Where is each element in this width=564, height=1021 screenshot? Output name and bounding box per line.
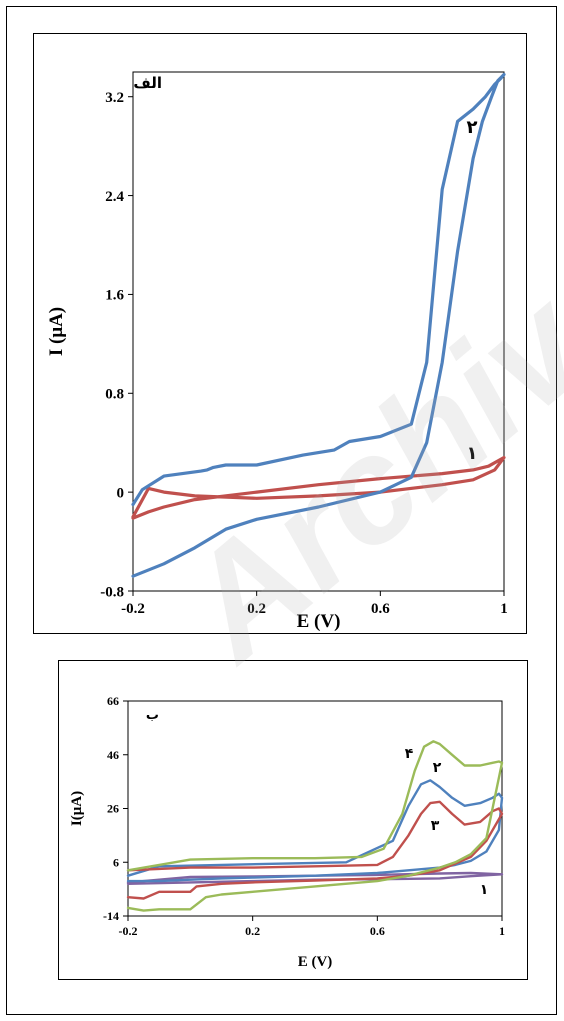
y-tick-label: -0.8 [100,584,124,600]
y-tick-label: 3.2 [105,90,124,106]
y-tick-label: 0 [117,485,125,501]
x-tick-label: 0.6 [371,601,390,617]
x-tick-label: -0.2 [121,601,145,617]
y-tick-label: 2.4 [105,189,124,205]
x-tick-label: 0.2 [247,601,266,617]
curve-label-4: ۴ [405,746,414,762]
plot-area [132,71,505,592]
chart-a: -0.8 0 0.8 1.6 2.4 3.2 -0.2 0.2 0.6 1 E (V) I (μA) ا… [46,71,508,632]
curve-label-1: ۱ [467,443,478,464]
curve-label-2: ۲ [433,760,442,776]
y-axis-title: I(μA) [69,791,85,826]
panel-label: ب [146,708,159,723]
series-line-2 [126,779,504,883]
y-tick-label: -14 [103,909,119,923]
x-tick-label: -0.2 [119,924,138,938]
chart-b-frame: -14 6 26 46 66 -0.2 0.2 0.6 1 E (V) I(μA) ب ۱ ۲ ۳ ۴ [58,660,528,980]
figure-frame [6,6,557,1015]
x-tick-label: 0.6 [370,924,385,938]
y-tick-label: 6 [113,855,119,869]
panel-label: الف [133,74,162,92]
y-tick-label: 46 [107,748,119,762]
x-tick-label: 1 [499,924,505,938]
y-tick-label: 1.6 [105,288,124,304]
series-line-3 [126,800,504,900]
y-axis-title: I (μA) [46,307,67,356]
x-axis-title: E (V) [298,954,333,970]
curve-label-1: ۱ [480,882,489,898]
series-line-1 [131,455,506,520]
y-tick-label: 0.8 [105,387,124,403]
chart-b: -14 6 26 46 66 -0.2 0.2 0.6 1 E (V) I(μA) ب ۱ ۲ ۳ ۴ [69,694,505,970]
series-line-2 [131,72,506,578]
x-axis-title: E (V) [297,611,341,632]
y-tick-label: 26 [107,802,119,816]
chart-a-frame: -0.8 0 0.8 1.6 2.4 3.2 -0.2 0.2 0.6 1 E (V) I (μA) ا… [33,33,527,634]
y-tick-label: 66 [107,694,119,708]
x-tick-label: 1 [500,601,508,617]
series-line-4 [126,740,504,912]
x-tick-label: 0.2 [245,924,260,938]
curve-label-3: ۳ [431,818,440,834]
curve-label-2: ۲ [467,117,478,138]
